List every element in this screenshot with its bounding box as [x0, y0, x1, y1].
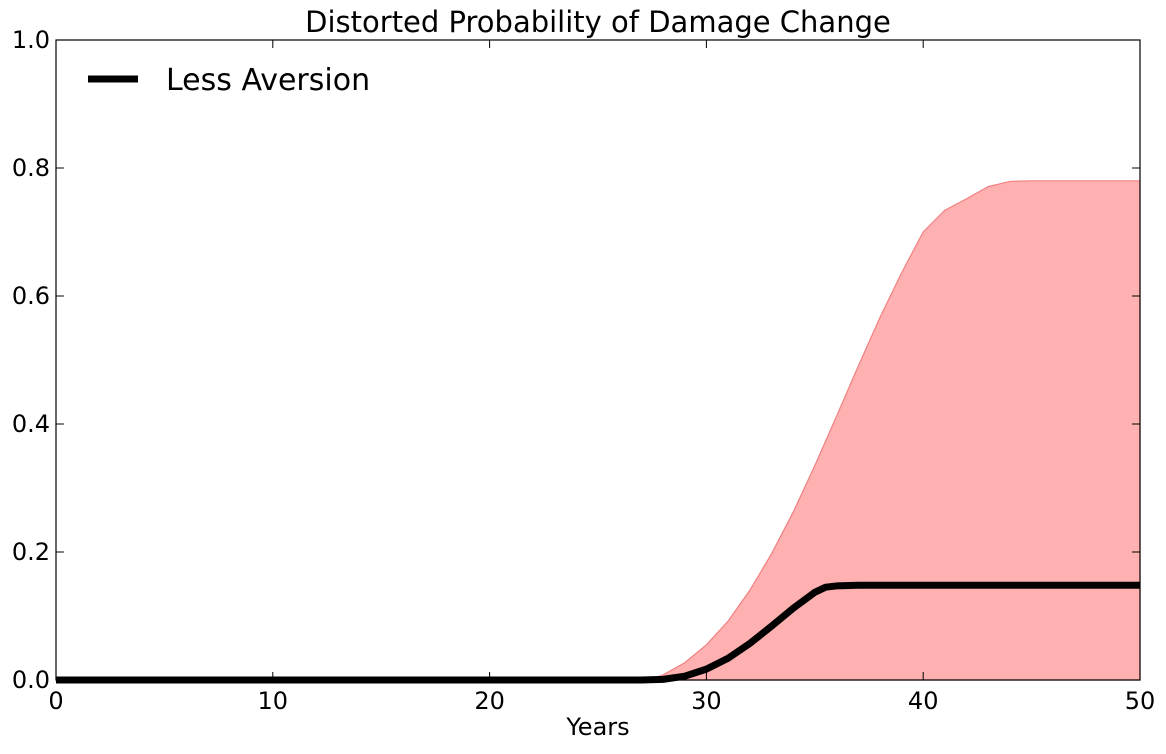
y-tick-label: 0.4 — [12, 410, 50, 438]
tick-layer: 0 10 20 30 40 50 0.0 0.2 0.4 0.6 0.8 1.0 — [12, 26, 1155, 715]
y-tick-label: 0.0 — [12, 666, 50, 694]
x-tick-label: 20 — [474, 687, 505, 715]
y-tick-label: 1.0 — [12, 26, 50, 54]
x-tick-label: 30 — [691, 687, 722, 715]
plot-frame — [55, 39, 1141, 681]
x-axis-label: Years — [565, 713, 629, 741]
x-tick-label: 40 — [908, 687, 939, 715]
y-tick-label: 0.8 — [12, 154, 50, 182]
x-tick-label: 50 — [1125, 687, 1156, 715]
uncertainty-band — [56, 180, 1141, 681]
chart-title: Distorted Probability of Damage Change — [305, 5, 891, 39]
x-tick-label: 0 — [48, 687, 63, 715]
x-tick-label: 10 — [258, 687, 289, 715]
y-tick-label: 0.6 — [12, 282, 50, 310]
legend: Less Aversion — [88, 63, 370, 98]
y-tick-label: 0.2 — [12, 538, 50, 566]
legend-label: Less Aversion — [166, 63, 370, 98]
band-layer — [56, 180, 1141, 681]
